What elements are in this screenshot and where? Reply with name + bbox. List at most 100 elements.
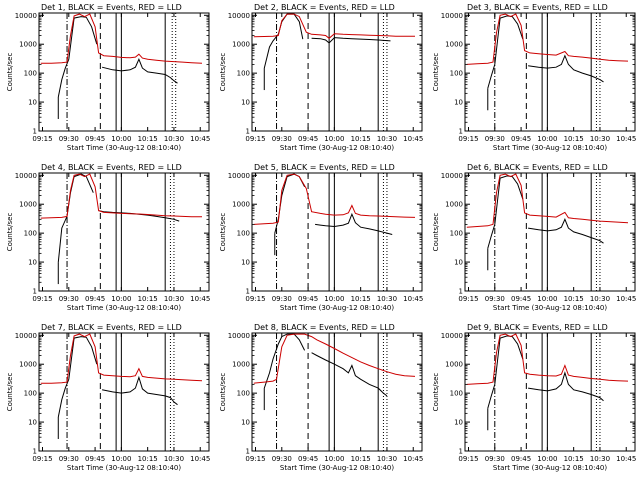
x-tick-label: 10:15 xyxy=(351,295,371,303)
x-tick-label: 10:15 xyxy=(351,135,371,143)
y-axis-label: Counts/sec xyxy=(219,373,227,412)
x-axis-label: Start Time (30-Aug-12 08:10:40) xyxy=(280,144,394,152)
y-tick-label: 1000 xyxy=(232,201,250,209)
panel-det-5: Det 5, BLACK = Events, RED = LLD 09:15 09:… xyxy=(219,163,423,312)
y-axis-label: Counts/sec xyxy=(6,213,14,252)
y-tick-label: 10 xyxy=(241,419,250,427)
lld-series-line xyxy=(40,173,202,219)
x-tick-label: 09:45 xyxy=(85,455,105,463)
x-axis-label: Start Time (30-Aug-12 08:10:40) xyxy=(67,304,181,312)
panel-title: Det 9, BLACK = Events, RED = LLD xyxy=(467,323,608,332)
y-tick-label: 1 xyxy=(246,288,250,296)
x-tick-label: 10:00 xyxy=(111,295,131,303)
y-tick-label: 100 xyxy=(24,70,37,78)
plot-frame xyxy=(464,172,636,292)
events-series-line xyxy=(487,335,524,409)
x-tick-label: 09:45 xyxy=(511,135,531,143)
x-tick-label: 10:30 xyxy=(377,135,397,143)
y-tick-label: 10 xyxy=(241,259,250,267)
panel-title: Det 3, BLACK = Events, RED = LLD xyxy=(467,3,608,12)
panel-det-1: Det 1, BLACK = Events, RED = LLD 09:15 09:… xyxy=(6,3,210,152)
x-tick-label: 10:45 xyxy=(403,135,423,143)
x-tick-label: 10:30 xyxy=(164,455,184,463)
y-tick-label: 10 xyxy=(28,419,37,427)
plot-area xyxy=(466,173,629,291)
events-series-line xyxy=(487,175,524,249)
x-tick-label: 10:15 xyxy=(138,455,158,463)
plot-area xyxy=(466,333,629,451)
y-axis-label: Counts/sec xyxy=(432,213,440,252)
y-tick-label: 1 xyxy=(33,448,37,456)
x-tick-label: 10:00 xyxy=(324,135,344,143)
events-series-line xyxy=(528,218,604,244)
x-tick-label: 10:00 xyxy=(111,135,131,143)
x-tick-label: 09:45 xyxy=(511,455,531,463)
plot-frame xyxy=(38,172,210,292)
y-tick-label: 1 xyxy=(33,288,37,296)
x-tick-label: 09:15 xyxy=(245,295,265,303)
events-series-line xyxy=(487,15,524,89)
x-tick-label: 10:45 xyxy=(190,135,210,143)
y-tick-label: 10000 xyxy=(228,12,250,20)
events-series-line xyxy=(102,375,178,406)
events-series-line xyxy=(528,54,604,83)
x-tick-label: 09:30 xyxy=(272,295,292,303)
y-tick-label: 100 xyxy=(24,230,37,238)
panel-det-9: Det 9, BLACK = Events, RED = LLD 09:15 09:… xyxy=(432,323,636,472)
x-tick-label: 09:15 xyxy=(32,135,52,143)
panel-det-8: Det 8, BLACK = Events, RED = LLD 09:15 09:… xyxy=(219,323,423,472)
x-tick-label: 09:45 xyxy=(298,295,318,303)
x-tick-label: 10:45 xyxy=(403,455,423,463)
y-tick-label: 10 xyxy=(28,259,37,267)
panel-title: Det 4, BLACK = Events, RED = LLD xyxy=(41,163,182,172)
x-tick-label: 09:45 xyxy=(511,295,531,303)
y-tick-label: 100 xyxy=(450,230,463,238)
x-tick-label: 10:15 xyxy=(138,135,158,143)
plot-frame xyxy=(464,332,636,452)
x-tick-label: 09:30 xyxy=(485,295,505,303)
y-tick-label: 10000 xyxy=(441,172,463,180)
x-axis-label: Start Time (30-Aug-12 08:10:40) xyxy=(67,144,181,152)
y-tick-label: 1000 xyxy=(232,41,250,49)
x-tick-label: 09:45 xyxy=(298,455,318,463)
x-axis-label: Start Time (30-Aug-12 08:10:40) xyxy=(280,304,394,312)
y-tick-label: 100 xyxy=(24,390,37,398)
x-tick-label: 10:30 xyxy=(164,295,184,303)
x-tick-label: 09:15 xyxy=(245,455,265,463)
panel-det-4: Det 4, BLACK = Events, RED = LLD 09:15 09:… xyxy=(6,163,210,312)
lld-series-line xyxy=(40,333,203,384)
x-tick-label: 10:00 xyxy=(111,455,131,463)
x-tick-label: 09:30 xyxy=(272,455,292,463)
events-series-line xyxy=(315,212,393,235)
panel-title: Det 1, BLACK = Events, RED = LLD xyxy=(41,3,182,12)
panel-det-3: Det 3, BLACK = Events, RED = LLD 09:15 09:… xyxy=(432,3,636,152)
x-tick-label: 09:45 xyxy=(85,135,105,143)
lld-series-line xyxy=(253,173,416,225)
x-tick-label: 09:15 xyxy=(32,455,52,463)
y-tick-label: 1 xyxy=(459,448,463,456)
plot-area xyxy=(466,13,629,131)
x-tick-label: 09:30 xyxy=(272,135,292,143)
plot-area xyxy=(253,173,416,291)
x-axis-label: Start Time (30-Aug-12 08:10:40) xyxy=(493,304,607,312)
x-tick-label: 09:15 xyxy=(458,295,478,303)
y-tick-label: 10000 xyxy=(15,332,37,340)
x-tick-label: 09:15 xyxy=(245,135,265,143)
y-tick-label: 100 xyxy=(237,390,250,398)
x-tick-label: 10:30 xyxy=(590,455,610,463)
x-tick-label: 10:15 xyxy=(564,295,584,303)
plot-area xyxy=(40,173,202,291)
plot-frame xyxy=(251,332,423,452)
lld-series-line xyxy=(253,13,415,39)
events-series-line xyxy=(101,58,178,84)
plot-frame xyxy=(38,332,210,452)
panel-title: Det 6, BLACK = Events, RED = LLD xyxy=(467,163,608,172)
y-tick-label: 10000 xyxy=(441,332,463,340)
y-tick-label: 10 xyxy=(454,99,463,107)
lld-series-line xyxy=(466,333,629,385)
plot-frame xyxy=(251,172,423,292)
x-tick-label: 09:30 xyxy=(485,455,505,463)
y-tick-label: 10000 xyxy=(15,12,37,20)
x-tick-label: 09:45 xyxy=(298,135,318,143)
